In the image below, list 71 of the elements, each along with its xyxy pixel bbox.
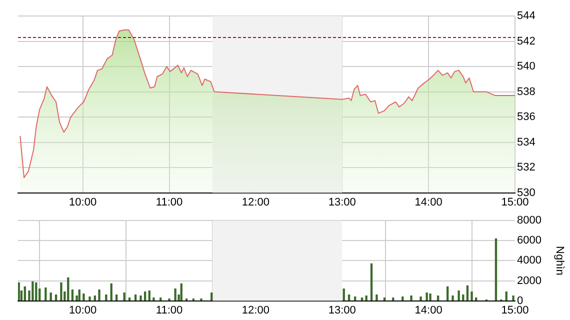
bar xyxy=(115,294,118,301)
bar xyxy=(410,295,412,301)
bar xyxy=(105,294,108,301)
bar xyxy=(134,294,137,301)
bar xyxy=(342,288,345,301)
bar xyxy=(426,292,428,301)
y-tick-label: 4000 xyxy=(517,254,542,267)
bar xyxy=(466,285,469,301)
bar xyxy=(98,289,100,301)
y-tick-label: 8000 xyxy=(517,214,542,227)
bar xyxy=(505,291,508,301)
bar xyxy=(54,294,58,301)
bar xyxy=(470,291,473,301)
x-tick-label: 12:00 xyxy=(242,304,270,316)
bar xyxy=(168,298,170,301)
y-tick-label: 2000 xyxy=(517,274,542,287)
x-tick-label: 14:00 xyxy=(414,196,442,208)
bar xyxy=(140,295,142,301)
bar xyxy=(174,288,176,301)
bar xyxy=(35,282,38,301)
bar xyxy=(462,294,464,301)
y-tick-label: 534 xyxy=(517,136,536,148)
bar xyxy=(152,297,155,301)
bar xyxy=(148,290,150,301)
bar xyxy=(420,296,422,301)
bar xyxy=(44,287,47,301)
bar xyxy=(370,263,373,301)
bar xyxy=(180,283,182,301)
x-tick-label: 10:00 xyxy=(69,304,97,316)
y-axis-title: Nghìn xyxy=(553,246,566,276)
x-tick-label: 13:00 xyxy=(328,304,356,316)
bar xyxy=(88,296,91,301)
y-tick-label: 0 xyxy=(517,294,524,307)
bar xyxy=(512,295,514,301)
x-tick-label: 10:00 xyxy=(69,196,97,208)
y-tick-label: 540 xyxy=(517,60,536,73)
bar xyxy=(50,292,52,301)
x-tick-label: 13:00 xyxy=(328,196,356,208)
x-tick-label: 15:00 xyxy=(501,304,529,316)
bar xyxy=(429,293,432,301)
bar xyxy=(71,289,74,301)
bar xyxy=(348,294,350,301)
bar xyxy=(446,286,449,301)
bar xyxy=(452,295,454,301)
bar xyxy=(24,286,26,301)
bar xyxy=(200,298,202,301)
bar xyxy=(82,293,85,301)
bar xyxy=(210,292,213,301)
bar xyxy=(123,292,126,301)
y-tick-label: 536 xyxy=(517,111,536,124)
x-tick-label: 12:00 xyxy=(242,196,270,208)
x-tick-label: 15:00 xyxy=(501,196,529,208)
bar xyxy=(78,289,80,301)
bar xyxy=(376,294,378,301)
x-tick-label: 11:00 xyxy=(156,196,183,208)
bar xyxy=(18,282,20,301)
y-tick-label: 542 xyxy=(517,35,536,48)
y-tick-label: 6000 xyxy=(517,234,542,247)
y-tick-label: 544 xyxy=(517,10,536,22)
bar xyxy=(32,281,34,301)
x-tick-label: 11:00 xyxy=(156,304,183,316)
bar xyxy=(67,277,70,301)
y-tick-label: 538 xyxy=(517,86,536,98)
bar xyxy=(458,290,460,301)
bar xyxy=(144,291,146,301)
bar xyxy=(110,283,112,301)
bar xyxy=(60,282,62,301)
y-tick-label: 532 xyxy=(517,162,536,174)
y-tick-label: 530 xyxy=(517,186,536,199)
x-tick-label: 14:00 xyxy=(414,304,442,316)
bar xyxy=(494,238,498,301)
